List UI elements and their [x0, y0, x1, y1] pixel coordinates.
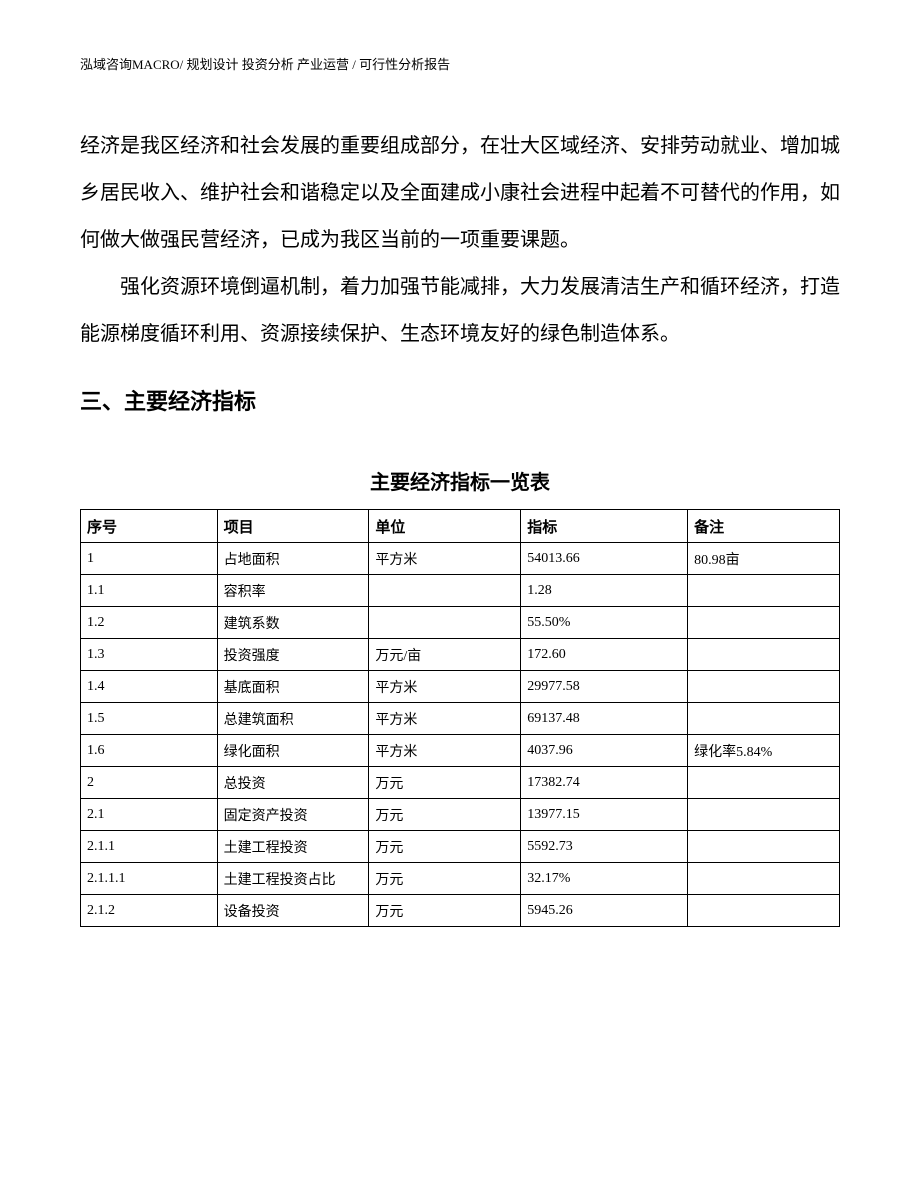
cell-item: 绿化面积	[217, 735, 369, 767]
cell-item: 基底面积	[217, 671, 369, 703]
cell-remark	[688, 799, 840, 831]
cell-unit: 平方米	[369, 703, 521, 735]
th-seq: 序号	[81, 510, 218, 543]
table-row: 2.1.1 土建工程投资 万元 5592.73	[81, 831, 840, 863]
cell-seq: 1.5	[81, 703, 218, 735]
table-body: 1 占地面积 平方米 54013.66 80.98亩 1.1 容积率 1.28 …	[81, 543, 840, 927]
cell-unit: 万元	[369, 831, 521, 863]
page-header: 泓域咨询MACRO/ 规划设计 投资分析 产业运营 / 可行性分析报告	[80, 54, 840, 73]
cell-seq: 2.1.1.1	[81, 863, 218, 895]
cell-remark	[688, 607, 840, 639]
cell-value: 5945.26	[521, 895, 688, 927]
table-row: 2.1.1.1 土建工程投资占比 万元 32.17%	[81, 863, 840, 895]
table-row: 1.1 容积率 1.28	[81, 575, 840, 607]
cell-item: 固定资产投资	[217, 799, 369, 831]
cell-seq: 1.2	[81, 607, 218, 639]
th-remark: 备注	[688, 510, 840, 543]
cell-value: 172.60	[521, 639, 688, 671]
cell-seq: 2	[81, 767, 218, 799]
cell-remark	[688, 671, 840, 703]
cell-unit: 万元	[369, 895, 521, 927]
economic-indicators-table: 序号 项目 单位 指标 备注 1 占地面积 平方米 54013.66 80.98…	[80, 509, 840, 927]
cell-unit	[369, 575, 521, 607]
cell-value: 4037.96	[521, 735, 688, 767]
cell-value: 13977.15	[521, 799, 688, 831]
cell-item: 土建工程投资	[217, 831, 369, 863]
cell-value: 32.17%	[521, 863, 688, 895]
cell-value: 5592.73	[521, 831, 688, 863]
table-row: 1.6 绿化面积 平方米 4037.96 绿化率5.84%	[81, 735, 840, 767]
table-row: 2.1.2 设备投资 万元 5945.26	[81, 895, 840, 927]
paragraph-1: 经济是我区经济和社会发展的重要组成部分，在壮大区域经济、安排劳动就业、增加城乡居…	[80, 123, 840, 264]
cell-remark	[688, 863, 840, 895]
cell-seq: 1.4	[81, 671, 218, 703]
page: 泓域咨询MACRO/ 规划设计 投资分析 产业运营 / 可行性分析报告 经济是我…	[0, 0, 920, 1191]
cell-remark	[688, 831, 840, 863]
cell-value: 55.50%	[521, 607, 688, 639]
cell-item: 设备投资	[217, 895, 369, 927]
cell-remark: 80.98亩	[688, 543, 840, 575]
cell-item: 建筑系数	[217, 607, 369, 639]
paragraph-2: 强化资源环境倒逼机制，着力加强节能减排，大力发展清洁生产和循环经济，打造能源梯度…	[80, 264, 840, 358]
cell-value: 69137.48	[521, 703, 688, 735]
cell-seq: 1	[81, 543, 218, 575]
th-unit: 单位	[369, 510, 521, 543]
table-header-row: 序号 项目 单位 指标 备注	[81, 510, 840, 543]
cell-value: 54013.66	[521, 543, 688, 575]
cell-seq: 1.6	[81, 735, 218, 767]
cell-remark	[688, 575, 840, 607]
cell-remark	[688, 767, 840, 799]
table-row: 2.1 固定资产投资 万元 13977.15	[81, 799, 840, 831]
cell-item: 总建筑面积	[217, 703, 369, 735]
section-heading: 三、主要经济指标	[80, 384, 840, 416]
cell-unit: 平方米	[369, 671, 521, 703]
cell-remark	[688, 895, 840, 927]
cell-seq: 2.1.1	[81, 831, 218, 863]
cell-remark: 绿化率5.84%	[688, 735, 840, 767]
table-row: 1.3 投资强度 万元/亩 172.60	[81, 639, 840, 671]
cell-item: 占地面积	[217, 543, 369, 575]
cell-value: 17382.74	[521, 767, 688, 799]
cell-unit: 平方米	[369, 735, 521, 767]
cell-seq: 2.1	[81, 799, 218, 831]
cell-value: 29977.58	[521, 671, 688, 703]
cell-unit: 万元	[369, 863, 521, 895]
cell-unit: 万元	[369, 799, 521, 831]
cell-unit: 万元/亩	[369, 639, 521, 671]
cell-seq: 1.3	[81, 639, 218, 671]
cell-remark	[688, 703, 840, 735]
body-text: 经济是我区经济和社会发展的重要组成部分，在壮大区域经济、安排劳动就业、增加城乡居…	[80, 123, 840, 358]
table-title: 主要经济指标一览表	[80, 466, 840, 495]
cell-unit: 平方米	[369, 543, 521, 575]
cell-item: 土建工程投资占比	[217, 863, 369, 895]
cell-unit	[369, 607, 521, 639]
th-value: 指标	[521, 510, 688, 543]
cell-item: 总投资	[217, 767, 369, 799]
table-row: 1 占地面积 平方米 54013.66 80.98亩	[81, 543, 840, 575]
cell-unit: 万元	[369, 767, 521, 799]
cell-item: 容积率	[217, 575, 369, 607]
table-row: 2 总投资 万元 17382.74	[81, 767, 840, 799]
table-row: 1.4 基底面积 平方米 29977.58	[81, 671, 840, 703]
cell-value: 1.28	[521, 575, 688, 607]
table-row: 1.5 总建筑面积 平方米 69137.48	[81, 703, 840, 735]
cell-seq: 2.1.2	[81, 895, 218, 927]
table-row: 1.2 建筑系数 55.50%	[81, 607, 840, 639]
th-item: 项目	[217, 510, 369, 543]
cell-remark	[688, 639, 840, 671]
cell-item: 投资强度	[217, 639, 369, 671]
cell-seq: 1.1	[81, 575, 218, 607]
